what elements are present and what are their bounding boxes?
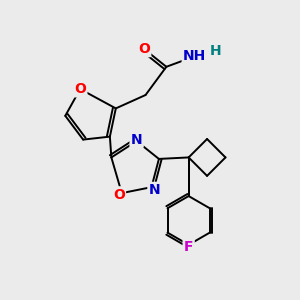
Text: O: O: [138, 42, 150, 56]
Text: N: N: [131, 133, 142, 147]
Text: O: O: [74, 82, 86, 96]
Text: O: O: [113, 188, 125, 202]
Text: F: F: [184, 240, 194, 254]
Text: N: N: [148, 183, 160, 197]
Text: H: H: [210, 44, 222, 58]
Text: NH: NH: [183, 50, 206, 63]
